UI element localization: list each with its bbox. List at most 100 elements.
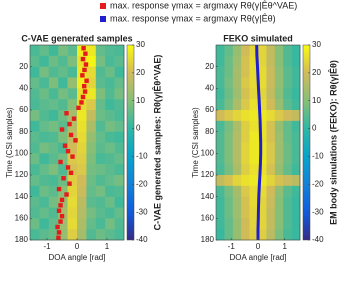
legend-marker [100,16,106,22]
heatmap-cell [216,153,225,165]
scatter-point [81,46,86,51]
heatmap-cell [30,142,40,154]
heatmap-cell [232,218,242,230]
heatmap-cell [283,55,292,67]
heatmap-cell [232,45,242,57]
heatmap-cell [291,120,301,132]
heatmap-cell [86,66,97,78]
heatmap-cell [95,175,106,187]
y-tick-label: 140 [15,192,29,201]
y-tick-label: 180 [201,235,215,244]
heatmap-cell [39,153,50,165]
heatmap-cell [114,164,125,176]
heatmap-cell [258,99,267,111]
heatmap-cell [249,175,259,187]
colorbar-tick-label: -20 [312,179,324,188]
scatter-point [56,230,62,235]
heatmap-cell [39,120,50,132]
heatmap-cell [291,207,301,219]
heatmap-cell [266,99,276,111]
heatmap-cell [249,229,259,241]
heatmap-cell [48,185,59,197]
heatmap-cell [241,153,250,165]
colorbar-tick-label: -20 [136,179,148,188]
heatmap-cell [232,99,242,111]
y-tick-label: 20 [19,62,28,71]
heatmap-cell [283,142,292,154]
heatmap-cell [86,120,97,132]
heatmap-cell [86,131,97,143]
heatmap-cell [39,99,50,111]
heatmap-cell [232,185,242,197]
heatmap-cell [249,207,259,219]
heatmap-cell [48,99,59,111]
heatmap-cell [30,153,40,165]
heatmap-cell [291,142,301,154]
heatmap-cell [216,229,225,241]
scatter-point [71,116,77,121]
heatmap-cell [105,229,115,241]
heatmap-cell [105,45,115,57]
heatmap-cell [224,45,234,57]
heatmap-cell [274,45,284,57]
heatmap-cell [114,142,125,154]
heatmap-cell [95,142,106,154]
heatmap-cell [266,77,276,89]
colorbar-tick-label: 0 [312,124,317,133]
heatmap-cell [241,77,250,89]
heatmap-cell [232,88,242,100]
heatmap-cell [67,66,78,78]
heatmap-cell [266,110,276,122]
heatmap-cell [30,110,40,122]
legend-marker [100,3,106,9]
heatmap-cell [95,66,106,78]
heatmap-cell [95,55,106,67]
heatmap-cell [86,55,97,67]
heatmap-cell [241,45,250,57]
scatter-point [68,132,74,138]
heatmap-cell [274,142,284,154]
heatmap-cell [232,55,242,67]
heatmap-cell [58,196,68,208]
y-tick-label: 140 [201,192,215,201]
heatmap-cell [58,185,68,197]
heatmap-cell [241,207,250,219]
legend-label: max. response γmax = argmaxγ Rθ(γ|Êθ^VAE… [110,0,297,10]
heatmap-cell [266,185,276,197]
heatmap-cell [266,196,276,208]
heatmap-cell [232,207,242,219]
heatmap-cell [258,164,267,176]
heatmap-cell [114,131,125,143]
heatmap-cell [77,77,87,89]
heatmap-cell [114,88,125,100]
heatmap-cell [30,120,40,132]
heatmap-cell [67,55,78,67]
heatmap-cell [216,185,225,197]
scatter-point [58,203,63,208]
heatmap-cell [216,218,225,230]
heatmap-cell [58,142,68,154]
heatmap-cell [216,196,225,208]
heatmap-cell [291,88,301,100]
y-axis-label: Time (CSI samples) [5,107,14,178]
colorbar-tick-label: -40 [312,235,324,244]
heatmap-cell [67,142,78,154]
heatmap-cell [77,175,87,187]
heatmap-cell [30,164,40,176]
heatmap-cell [249,45,259,57]
scatter-point [62,143,68,148]
heatmap-cell [266,175,276,187]
heatmap-cell [105,196,115,208]
heatmap-cell [283,218,292,230]
heatmap-cell [58,120,68,132]
heatmap-cell [48,142,59,154]
heatmap-cell [30,218,40,230]
heatmap-cell [224,110,234,122]
heatmap-cell [224,218,234,230]
heatmap-cell [114,175,125,187]
heatmap-cell [258,120,267,132]
colorbar-tick-label: 30 [136,40,145,49]
heatmap-cell [249,99,259,111]
y-tick-label: 160 [201,213,215,222]
heatmap-cell [30,55,40,67]
